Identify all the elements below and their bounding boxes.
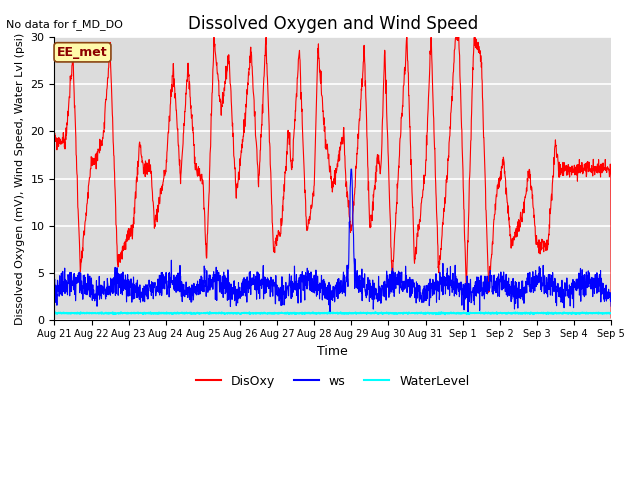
WaterLevel xyxy=(51,310,58,315)
Line: DisOxy: DisOxy xyxy=(54,37,611,318)
WaterLevel xyxy=(591,310,599,316)
WaterLevel xyxy=(79,311,86,316)
DisOxy xyxy=(321,145,329,151)
DisOxy xyxy=(607,315,615,321)
WaterLevel xyxy=(607,310,615,316)
ws xyxy=(307,280,314,286)
Line: WaterLevel: WaterLevel xyxy=(54,312,611,314)
ws xyxy=(592,285,600,290)
WaterLevel xyxy=(307,311,314,316)
DisOxy xyxy=(591,165,599,170)
DisOxy xyxy=(307,209,314,215)
ws xyxy=(79,296,86,302)
DisOxy xyxy=(79,248,86,254)
Line: ws: ws xyxy=(54,169,611,312)
Text: EE_met: EE_met xyxy=(57,46,108,59)
Y-axis label: Dissolved Oxygen (mV), Wind Speed, Water Lvl (psi): Dissolved Oxygen (mV), Wind Speed, Water… xyxy=(15,33,25,324)
ws xyxy=(490,283,497,288)
WaterLevel xyxy=(206,309,214,315)
Legend: DisOxy, ws, WaterLevel: DisOxy, ws, WaterLevel xyxy=(191,370,475,393)
DisOxy xyxy=(591,164,599,169)
WaterLevel xyxy=(592,310,600,316)
DisOxy xyxy=(51,139,58,144)
DisOxy xyxy=(210,35,218,40)
ws xyxy=(591,272,599,277)
ws xyxy=(51,279,58,285)
WaterLevel xyxy=(321,311,329,316)
DisOxy xyxy=(489,234,497,240)
X-axis label: Time: Time xyxy=(317,345,348,358)
ws xyxy=(321,281,329,287)
ws xyxy=(326,310,334,315)
ws xyxy=(607,303,615,309)
Text: No data for f_MD_DO: No data for f_MD_DO xyxy=(6,19,124,30)
ws xyxy=(347,166,355,172)
WaterLevel xyxy=(442,312,449,317)
WaterLevel xyxy=(490,311,497,317)
Title: Dissolved Oxygen and Wind Speed: Dissolved Oxygen and Wind Speed xyxy=(188,15,478,33)
